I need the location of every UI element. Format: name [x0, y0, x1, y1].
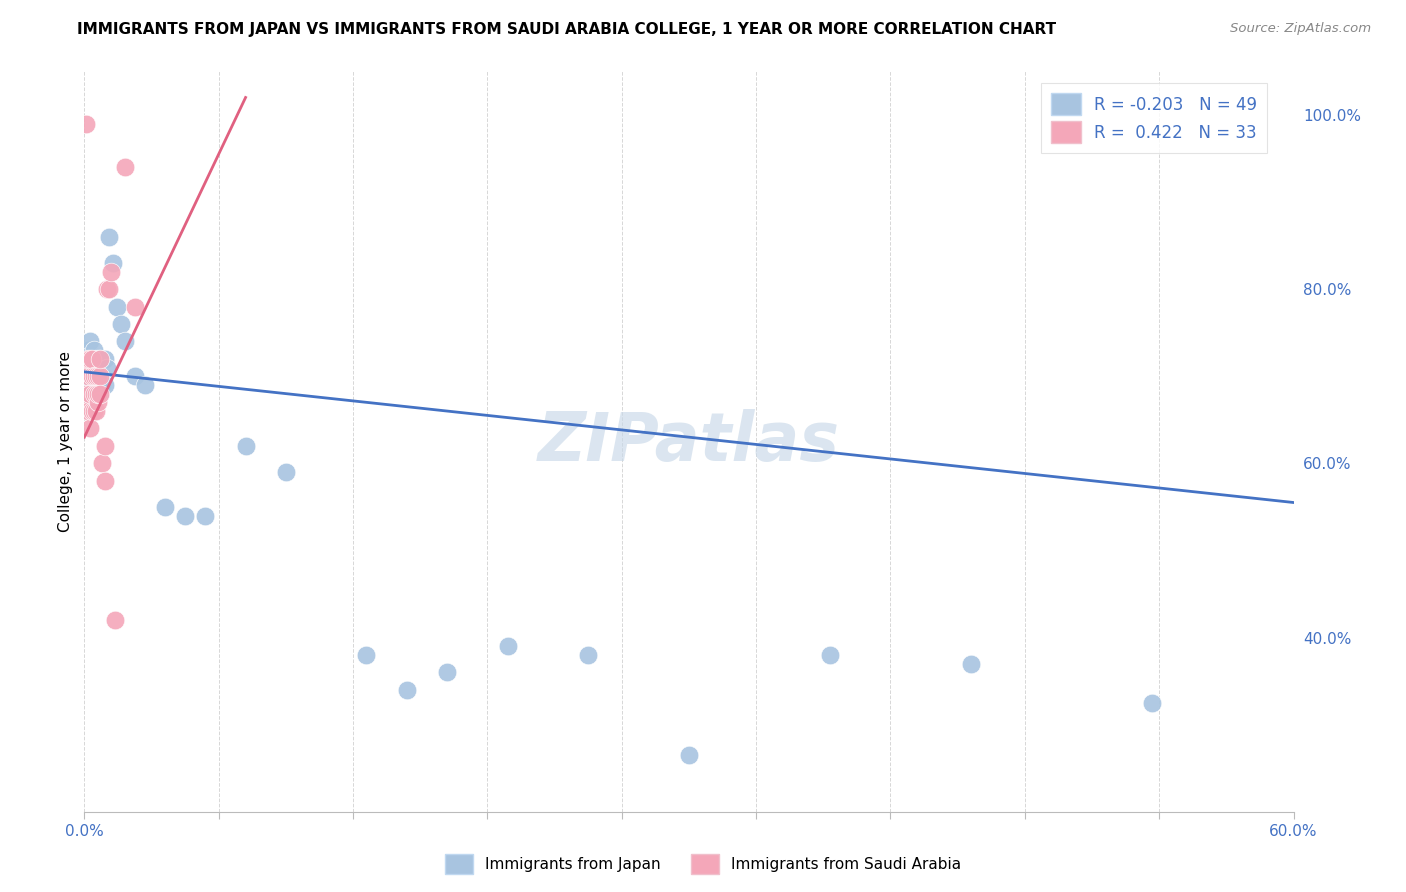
Legend: Immigrants from Japan, Immigrants from Saudi Arabia: Immigrants from Japan, Immigrants from S…	[439, 848, 967, 880]
Point	[576, 648, 599, 662]
Point	[82, 369, 104, 384]
Point	[105, 300, 128, 314]
Point	[91, 369, 114, 384]
Point	[114, 334, 136, 349]
Point	[395, 682, 418, 697]
Point	[89, 351, 111, 366]
Point	[82, 351, 104, 366]
Point	[86, 351, 108, 366]
Point	[87, 395, 110, 409]
Point	[79, 351, 101, 366]
Point	[79, 421, 101, 435]
Point	[96, 282, 118, 296]
Point	[83, 369, 105, 384]
Point	[93, 474, 115, 488]
Point	[89, 369, 111, 384]
Point	[75, 351, 97, 366]
Point	[104, 613, 127, 627]
Text: Source: ZipAtlas.com: Source: ZipAtlas.com	[1230, 22, 1371, 36]
Point	[86, 378, 108, 392]
Point	[82, 404, 104, 418]
Point	[83, 395, 105, 409]
Point	[124, 300, 146, 314]
Point	[134, 378, 156, 392]
Point	[79, 360, 101, 375]
Point	[83, 404, 105, 418]
Point	[678, 748, 700, 763]
Point	[194, 508, 217, 523]
Point	[153, 500, 176, 514]
Point	[89, 386, 111, 401]
Point	[82, 386, 104, 401]
Point	[960, 657, 983, 671]
Point	[114, 160, 136, 174]
Point	[124, 369, 146, 384]
Point	[83, 386, 105, 401]
Point	[235, 439, 257, 453]
Point	[100, 265, 122, 279]
Point	[110, 317, 132, 331]
Point	[86, 369, 108, 384]
Point	[87, 386, 110, 401]
Point	[93, 439, 115, 453]
Point	[87, 369, 110, 384]
Point	[79, 386, 101, 401]
Point	[91, 378, 114, 392]
Point	[79, 386, 101, 401]
Point	[356, 648, 378, 662]
Point	[77, 351, 100, 366]
Point	[86, 386, 108, 401]
Point	[97, 230, 120, 244]
Point	[86, 404, 108, 418]
Text: IMMIGRANTS FROM JAPAN VS IMMIGRANTS FROM SAUDI ARABIA COLLEGE, 1 YEAR OR MORE CO: IMMIGRANTS FROM JAPAN VS IMMIGRANTS FROM…	[77, 22, 1056, 37]
Point	[87, 369, 110, 384]
Point	[77, 404, 100, 418]
Point	[89, 386, 111, 401]
Point	[77, 343, 100, 357]
Point	[75, 369, 97, 384]
Text: ZIPatlas: ZIPatlas	[538, 409, 839, 475]
Point	[87, 351, 110, 366]
Legend: R = -0.203   N = 49, R =  0.422   N = 33: R = -0.203 N = 49, R = 0.422 N = 33	[1040, 83, 1267, 153]
Point	[87, 378, 110, 392]
Point	[93, 351, 115, 366]
Point	[96, 360, 118, 375]
Point	[818, 648, 841, 662]
Point	[75, 386, 97, 401]
Point	[89, 351, 111, 366]
Point	[274, 465, 297, 479]
Point	[83, 369, 105, 384]
Point	[77, 369, 100, 384]
Point	[91, 456, 114, 470]
Point	[82, 369, 104, 384]
Point	[496, 639, 519, 653]
Point	[89, 369, 111, 384]
Point	[87, 386, 110, 401]
Point	[93, 378, 115, 392]
Point	[97, 282, 120, 296]
Point	[75, 360, 97, 375]
Point	[77, 378, 100, 392]
Point	[79, 334, 101, 349]
Point	[1142, 696, 1164, 710]
Point	[436, 665, 458, 680]
Point	[101, 256, 124, 270]
Point	[82, 351, 104, 366]
Y-axis label: College, 1 year or more: College, 1 year or more	[58, 351, 73, 532]
Point	[83, 343, 105, 357]
Point	[86, 360, 108, 375]
Point	[75, 117, 97, 131]
Point	[174, 508, 197, 523]
